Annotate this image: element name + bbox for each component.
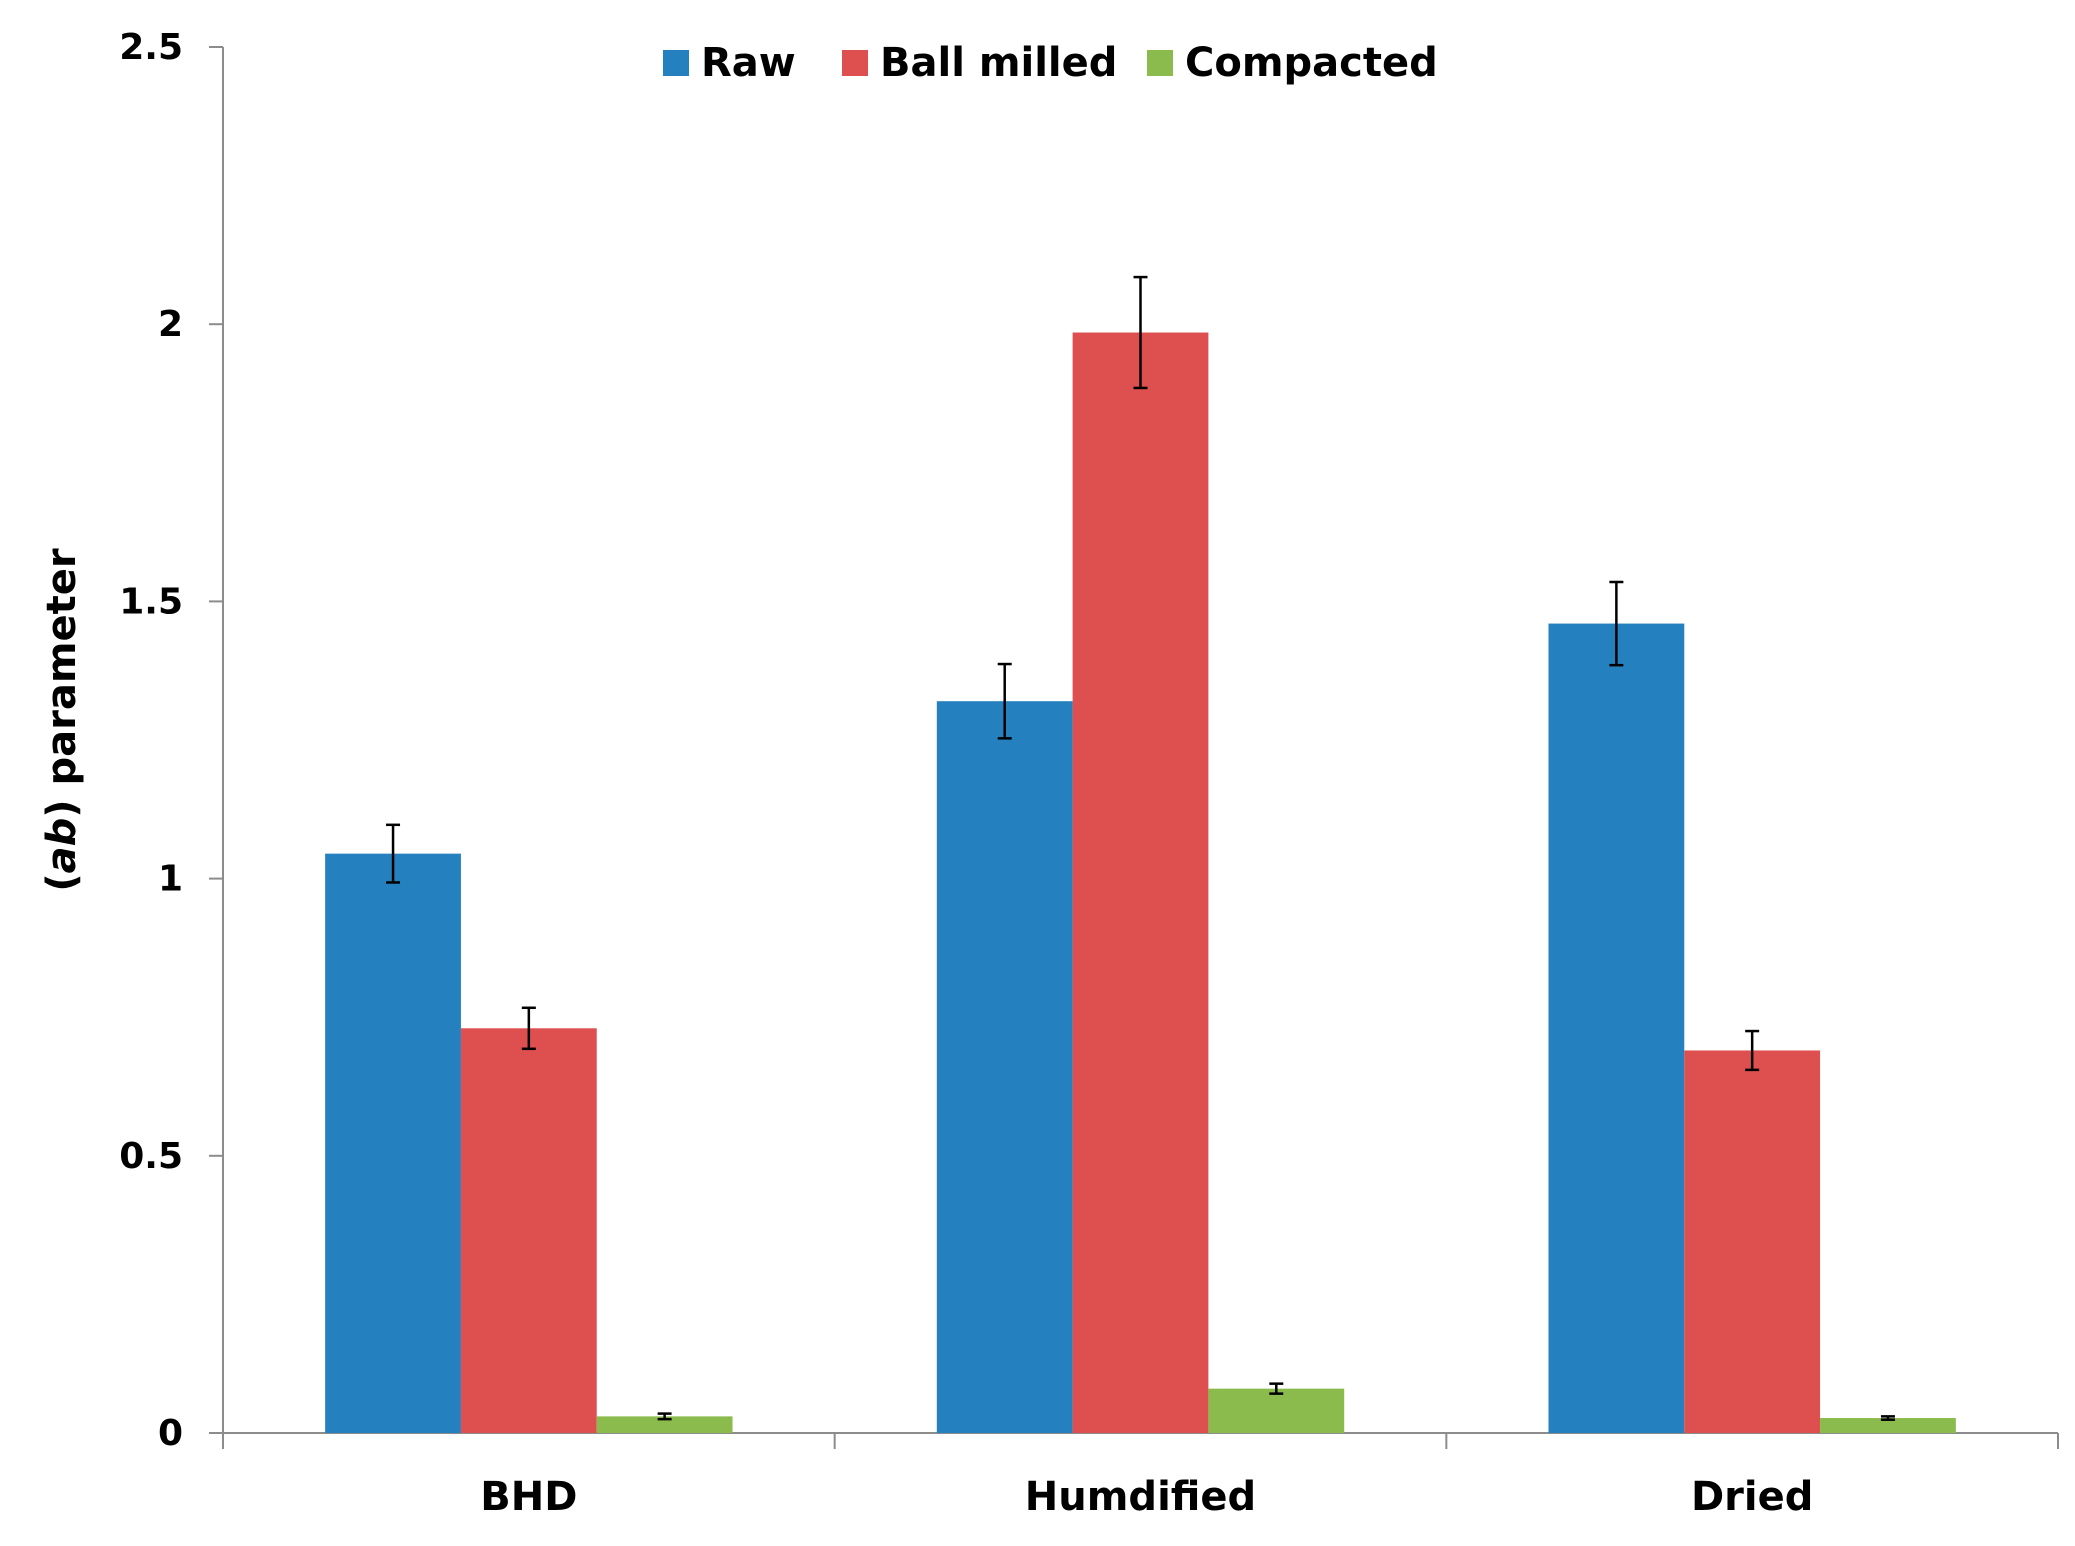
- bar: [1208, 1388, 1345, 1433]
- bar: [1072, 332, 1209, 1433]
- bar: [1684, 1050, 1821, 1433]
- bar: [1548, 623, 1685, 1433]
- legend-label: Ball milled: [880, 40, 1117, 86]
- legend-swatch: [663, 50, 689, 76]
- legend-swatch: [1147, 50, 1173, 76]
- y-tick-label: 2: [158, 304, 183, 345]
- bars: [325, 332, 1956, 1433]
- y-axis-title: (ab) parameter: [39, 548, 85, 892]
- bar: [936, 701, 1073, 1433]
- y-tick-label: 1: [158, 859, 183, 900]
- x-category-label: BHD: [480, 1474, 577, 1520]
- y-tick-label: 2.5: [119, 27, 183, 68]
- legend: Raw Ball milled Compacted: [663, 40, 1438, 86]
- bar: [460, 1028, 597, 1433]
- x-category-label: Dried: [1691, 1474, 1813, 1520]
- bar: [325, 853, 461, 1433]
- y-tick-label: 0: [158, 1413, 183, 1454]
- y-tick-label: 0.5: [119, 1136, 183, 1177]
- x-category-label: Humdified: [1025, 1474, 1256, 1520]
- bar: [1820, 1418, 1956, 1433]
- bar: [596, 1416, 733, 1433]
- y-tick-label: 1.5: [119, 581, 183, 622]
- legend-swatch: [842, 50, 868, 76]
- y-axis: 0 0.5 1 1.5 2 2.5: [119, 27, 224, 1454]
- legend-label: Compacted: [1185, 40, 1438, 86]
- x-axis: BHD Humdified Dried: [222, 1432, 2059, 1520]
- error-bars: [386, 275, 1895, 1421]
- legend-label: Raw: [701, 40, 796, 86]
